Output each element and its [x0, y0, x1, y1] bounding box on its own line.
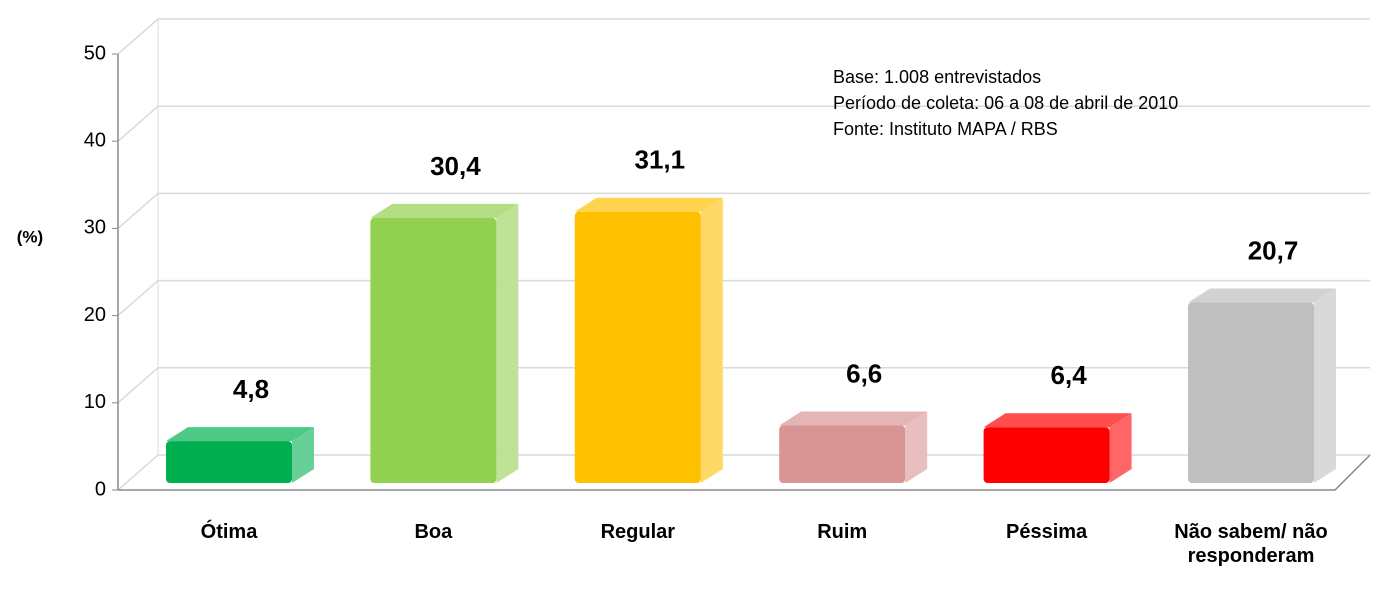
bar-front: [370, 217, 497, 484]
x-tick-label: Ótima: [200, 521, 258, 543]
grid-line: [117, 367, 1370, 404]
grid-line: [117, 454, 1370, 491]
bar-top: [574, 197, 723, 212]
x-tick-label: Ruim: [817, 521, 868, 543]
bar-top: [779, 411, 928, 426]
bar-side: [292, 427, 314, 483]
y-tick-label: 0: [95, 478, 106, 500]
grid-line: [117, 192, 1370, 229]
bar: [370, 203, 519, 484]
bar-top: [1188, 288, 1336, 303]
bar-top: [983, 413, 1132, 428]
bar-side: [905, 411, 928, 483]
bar: [574, 197, 723, 484]
x-tick-label: Não sabem/ não responderam: [1174, 521, 1328, 567]
x-tick-label: Boa: [414, 521, 453, 543]
x-tick-label: Péssima: [1006, 521, 1088, 543]
bar: [983, 413, 1132, 483]
grid-line: [117, 105, 1370, 142]
annotation: Fonte: Instituto MAPA / RBS: [833, 119, 1058, 139]
bar: [1188, 288, 1336, 483]
bar-front: [1188, 302, 1314, 483]
bar-front: [779, 425, 906, 483]
grid-line: [117, 279, 1370, 317]
bar-side: [496, 203, 519, 484]
y-tick-label: 20: [84, 304, 106, 326]
bar: [779, 411, 928, 483]
y-tick-label: 30: [84, 217, 106, 239]
y-tick-label: 50: [84, 42, 106, 64]
value-label: 6,6: [846, 358, 882, 388]
bar-front: [574, 211, 701, 484]
bar-side: [700, 197, 723, 484]
value-label: 20,7: [1248, 235, 1299, 265]
grid-line: [117, 18, 1370, 55]
bar-side: [1314, 288, 1336, 483]
floor-edge: [118, 454, 1371, 491]
value-label: 30,4: [430, 151, 481, 181]
value-label: 6,4: [1051, 360, 1088, 390]
y-tick-label: 40: [84, 129, 106, 151]
bar-top: [166, 427, 314, 442]
bar-front: [983, 427, 1110, 483]
annotation: Período de coleta: 06 a 08 de abril de 2…: [833, 93, 1178, 113]
x-tick-label: Regular: [600, 521, 676, 543]
bar-side: [1109, 413, 1132, 483]
bar-front: [166, 441, 292, 483]
value-label: 31,1: [634, 145, 685, 175]
bar-top: [370, 203, 519, 218]
value-label: 4,8: [233, 374, 269, 404]
annotation: Base: 1.008 entrevistados: [833, 67, 1041, 87]
y-tick-label: 10: [84, 391, 106, 413]
bar: [166, 427, 314, 483]
y-axis-label: (%): [17, 227, 43, 246]
